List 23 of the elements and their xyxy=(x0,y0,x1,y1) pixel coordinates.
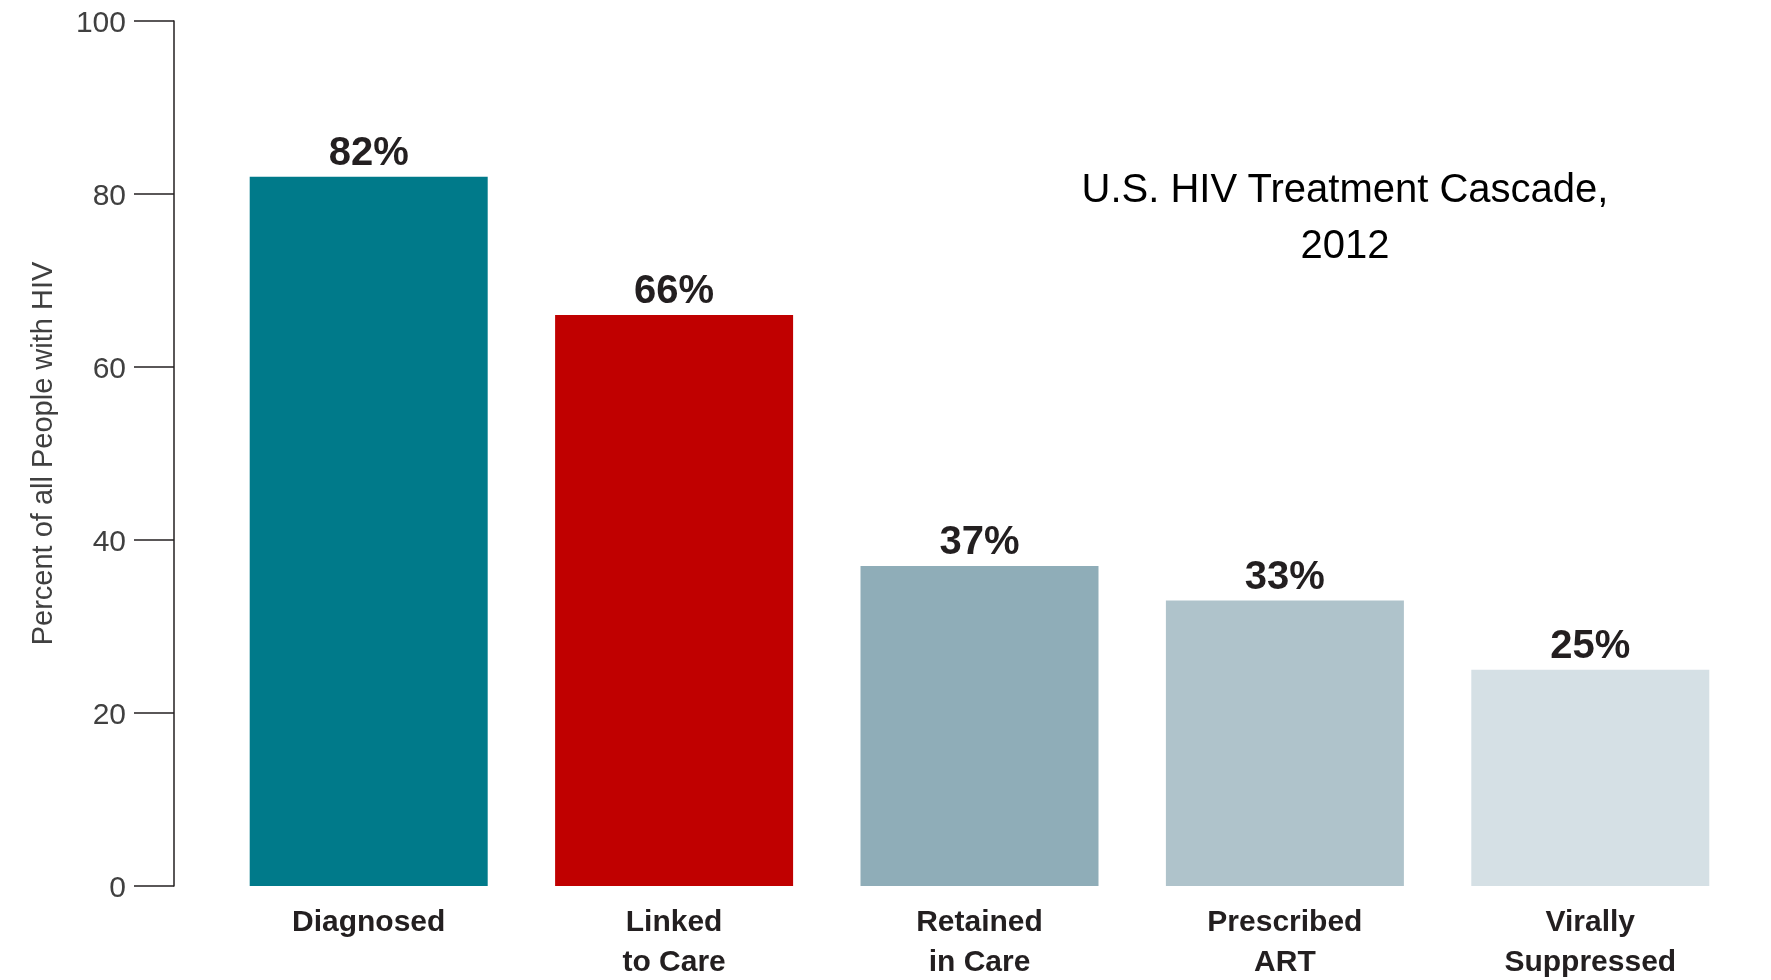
y-tick-label: 60 xyxy=(92,350,126,384)
bar xyxy=(860,565,1099,886)
data-label: 66% xyxy=(634,267,715,312)
y-tick-label: 80 xyxy=(92,177,126,211)
x-tick-label: Retained in Care xyxy=(916,903,1043,977)
data-label: 33% xyxy=(1244,552,1325,597)
x-tick-label: Prescribed ART xyxy=(1207,903,1363,977)
data-label: 37% xyxy=(939,517,1020,562)
x-tick-label: Diagnosed xyxy=(292,903,446,937)
y-tick-label: 20 xyxy=(92,696,126,730)
x-tick-label: Linked to Care xyxy=(622,903,726,977)
y-tick-label: 40 xyxy=(92,523,126,557)
y-axis-title: Percent of all People with HIV xyxy=(25,261,58,646)
bar xyxy=(1165,600,1404,886)
data-label: 82% xyxy=(328,128,409,173)
bar xyxy=(1471,669,1710,886)
x-tick-label: Virally Suppressed xyxy=(1504,903,1677,977)
text: U.S. HIV Treatment Cascade, 2012 xyxy=(1081,166,1609,266)
data-label: 25% xyxy=(1550,621,1631,666)
bar xyxy=(249,176,488,886)
y-tick-label: 0 xyxy=(109,869,126,903)
bar xyxy=(555,315,794,886)
y-tick-label: 100 xyxy=(75,4,126,38)
